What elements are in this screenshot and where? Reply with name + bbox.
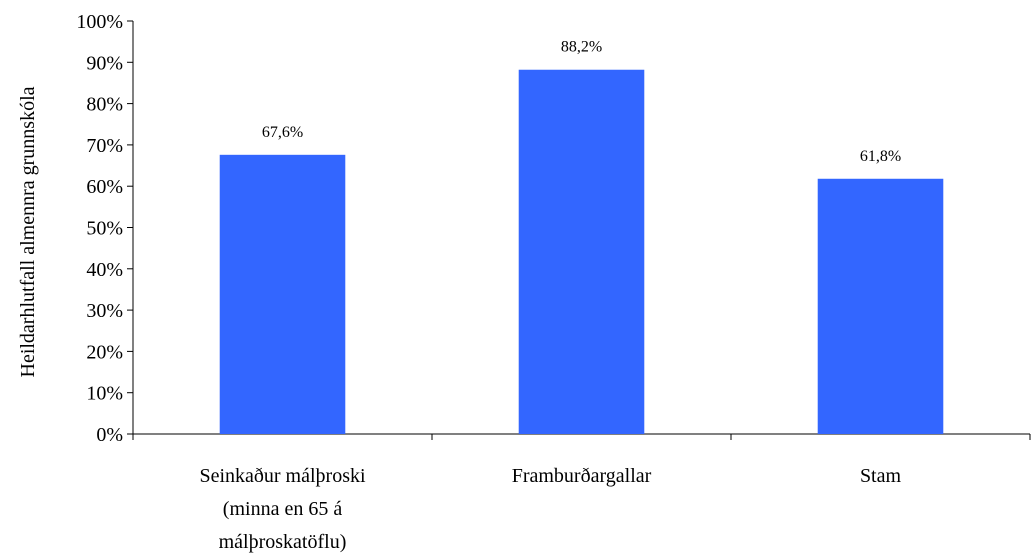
category-label: Framburðargallar	[512, 465, 652, 487]
y-tick-label: 10%	[86, 383, 123, 405]
y-axis: 0% 10% 20% 30% 40% 50% 60% 70% 80% 90% 100%	[76, 11, 134, 446]
y-tick-label: 70%	[86, 135, 123, 157]
y-tick-label: 90%	[86, 52, 123, 74]
y-tick-label: 50%	[86, 218, 123, 240]
category-label: Seinkaður málþroski	[199, 465, 366, 487]
y-tick-label: 100%	[76, 11, 123, 33]
y-tick-label: 30%	[86, 300, 123, 322]
x-axis	[132, 433, 1031, 440]
bar	[518, 69, 645, 434]
y-axis-title: Heildarhlutfall almennra grunnskóla	[17, 86, 39, 377]
y-tick-label: 20%	[86, 341, 123, 363]
bars	[219, 69, 944, 434]
category-label: (minna en 65 á	[223, 498, 343, 520]
bar	[219, 154, 346, 434]
data-label: 67,6%	[262, 124, 303, 141]
bar	[817, 178, 944, 434]
category-label: málþroskatöflu)	[219, 531, 347, 553]
y-tick-label: 80%	[86, 94, 123, 116]
y-tick-label: 0%	[96, 424, 123, 446]
data-label: 61,8%	[860, 148, 901, 165]
y-tick-label: 40%	[86, 259, 123, 281]
y-tick-label: 60%	[86, 176, 123, 198]
category-labels: Seinkaður málþroski (minna en 65 á málþros…	[199, 465, 901, 553]
data-label: 88,2%	[561, 39, 602, 56]
data-labels: 67,6% 88,2% 61,8%	[262, 39, 901, 165]
category-label: Stam	[860, 465, 902, 487]
